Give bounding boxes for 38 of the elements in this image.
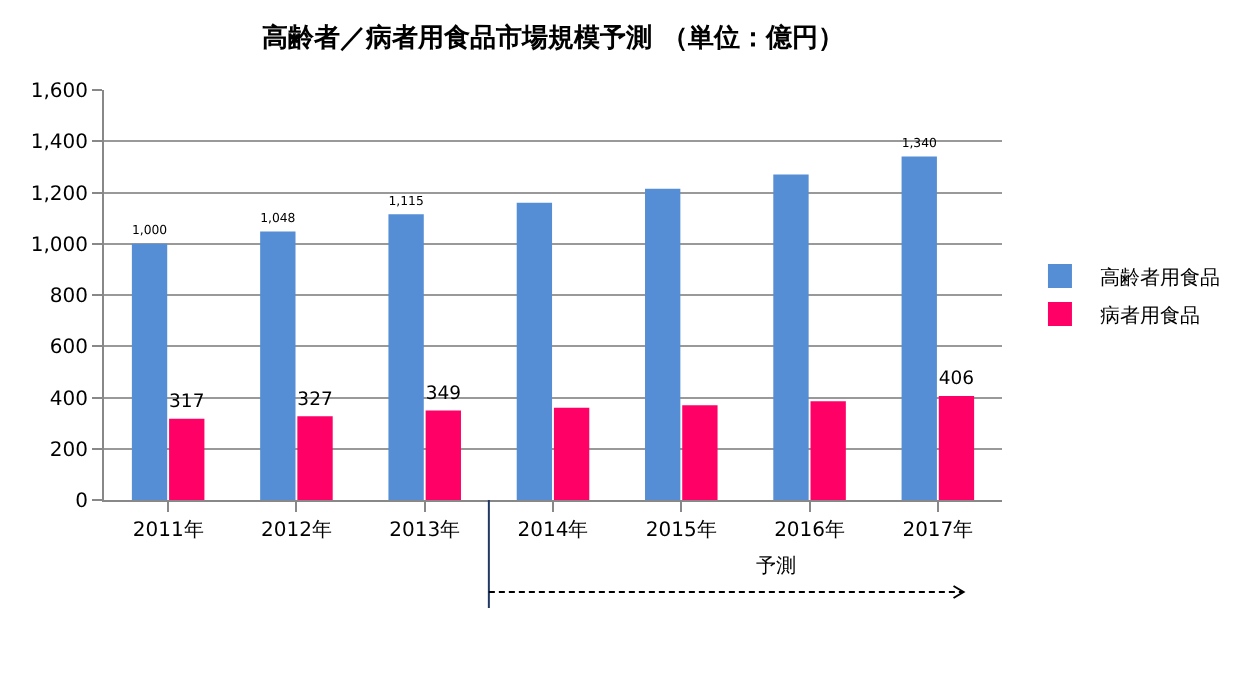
x-tick-label: 2012年 <box>260 518 332 542</box>
data-label: 317 <box>169 391 205 414</box>
bar <box>553 407 590 500</box>
bar <box>773 174 809 500</box>
x-tick-label: 2015年 <box>645 518 717 542</box>
bar <box>516 202 553 500</box>
y-tick-label: 1,200 <box>30 183 88 206</box>
chart-title: 高齢者／病者用食品市場規模予測 （単位：億円） <box>262 22 844 55</box>
x-tick-label: 2017年 <box>902 518 974 542</box>
y-tick-label: 400 <box>49 388 88 411</box>
x-tick-label: 2016年 <box>774 518 846 542</box>
y-tick-label: 1,000 <box>30 234 88 257</box>
bar <box>388 214 424 500</box>
bar <box>169 418 205 500</box>
data-label: 327 <box>297 388 333 411</box>
x-tick-label: 2011年 <box>132 518 204 542</box>
bar <box>810 401 846 500</box>
x-tick-label: 2014年 <box>517 518 589 542</box>
bar <box>901 156 937 500</box>
y-tick-label: 1,400 <box>30 132 88 155</box>
x-tick-label: 2013年 <box>389 518 461 542</box>
bar <box>938 395 975 500</box>
bar <box>131 243 168 500</box>
bar <box>682 405 718 500</box>
y-tick-label: 1,600 <box>30 81 88 103</box>
bar <box>645 188 681 500</box>
data-label: 349 <box>425 383 462 406</box>
y-tick-label: 0 <box>75 491 88 513</box>
data-label: 406 <box>938 368 975 391</box>
y-tick-label: 800 <box>49 286 88 308</box>
bar <box>260 231 296 500</box>
y-tick-label: 200 <box>49 439 88 462</box>
bar <box>425 410 461 500</box>
legend-label: 高齢者用食品 <box>1099 265 1220 290</box>
bar <box>297 416 333 500</box>
y-tick-label: 600 <box>49 337 88 360</box>
text: 予測 <box>756 554 796 578</box>
legend-label: 病者用食品 <box>1099 303 1200 328</box>
